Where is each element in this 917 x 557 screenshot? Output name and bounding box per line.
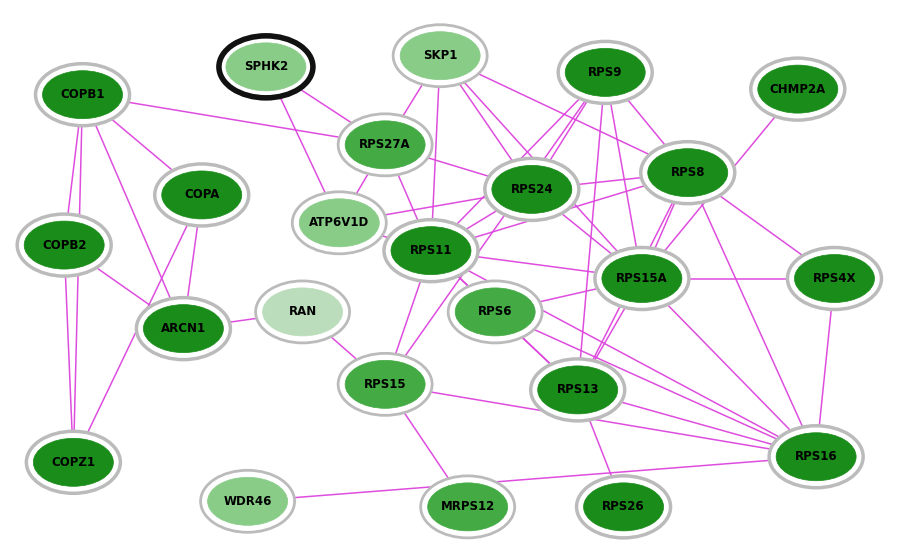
Ellipse shape [602,255,682,302]
Ellipse shape [207,477,288,525]
Ellipse shape [345,121,425,169]
Ellipse shape [219,36,313,98]
Text: RPS26: RPS26 [602,500,645,514]
Ellipse shape [338,353,432,416]
Text: RPS8: RPS8 [670,166,705,179]
Ellipse shape [42,71,123,119]
Ellipse shape [537,366,618,414]
Ellipse shape [558,41,652,104]
Ellipse shape [641,141,735,204]
Ellipse shape [226,43,306,91]
Ellipse shape [393,25,487,87]
Text: WDR46: WDR46 [224,495,271,508]
Text: SPHK2: SPHK2 [244,60,288,74]
Text: ARCN1: ARCN1 [160,322,206,335]
Ellipse shape [17,214,111,276]
Ellipse shape [345,360,425,408]
Text: RPS24: RPS24 [511,183,553,196]
Ellipse shape [27,431,120,494]
Ellipse shape [36,63,129,126]
Text: RPS16: RPS16 [795,450,837,463]
Ellipse shape [455,288,536,336]
Ellipse shape [757,65,838,113]
Text: RPS27A: RPS27A [359,138,411,152]
Text: CHMP2A: CHMP2A [769,82,826,96]
Ellipse shape [565,48,646,96]
Ellipse shape [776,433,856,481]
Ellipse shape [427,483,508,531]
Ellipse shape [531,359,624,421]
Text: COPB1: COPB1 [61,88,105,101]
Text: RPS6: RPS6 [478,305,513,319]
Text: RPS9: RPS9 [588,66,623,79]
Ellipse shape [143,305,224,353]
Text: RPS4X: RPS4X [812,272,856,285]
Ellipse shape [421,476,514,538]
Ellipse shape [299,199,380,247]
Ellipse shape [794,255,875,302]
Ellipse shape [577,476,670,538]
Ellipse shape [384,219,478,282]
Ellipse shape [391,227,471,275]
Ellipse shape [751,58,845,120]
Text: COPZ1: COPZ1 [51,456,95,469]
Text: RPS13: RPS13 [557,383,599,397]
Ellipse shape [24,221,105,269]
Ellipse shape [788,247,881,310]
Text: MRPS12: MRPS12 [440,500,495,514]
Ellipse shape [256,281,349,343]
Ellipse shape [595,247,689,310]
Ellipse shape [448,281,542,343]
Ellipse shape [161,171,242,219]
Ellipse shape [293,192,386,254]
Ellipse shape [583,483,664,531]
Ellipse shape [262,288,343,336]
Text: COPA: COPA [184,188,219,202]
Ellipse shape [155,164,249,226]
Text: RAN: RAN [289,305,316,319]
Ellipse shape [647,149,728,197]
Text: ATP6V1D: ATP6V1D [309,216,370,229]
Ellipse shape [492,165,572,213]
Text: RPS15A: RPS15A [616,272,668,285]
Ellipse shape [137,297,230,360]
Ellipse shape [33,438,114,486]
Text: COPB2: COPB2 [42,238,86,252]
Ellipse shape [338,114,432,176]
Text: SKP1: SKP1 [423,49,458,62]
Ellipse shape [485,158,579,221]
Text: RPS15: RPS15 [364,378,406,391]
Ellipse shape [769,426,863,488]
Text: RPS11: RPS11 [410,244,452,257]
Ellipse shape [400,32,481,80]
Ellipse shape [201,470,294,532]
